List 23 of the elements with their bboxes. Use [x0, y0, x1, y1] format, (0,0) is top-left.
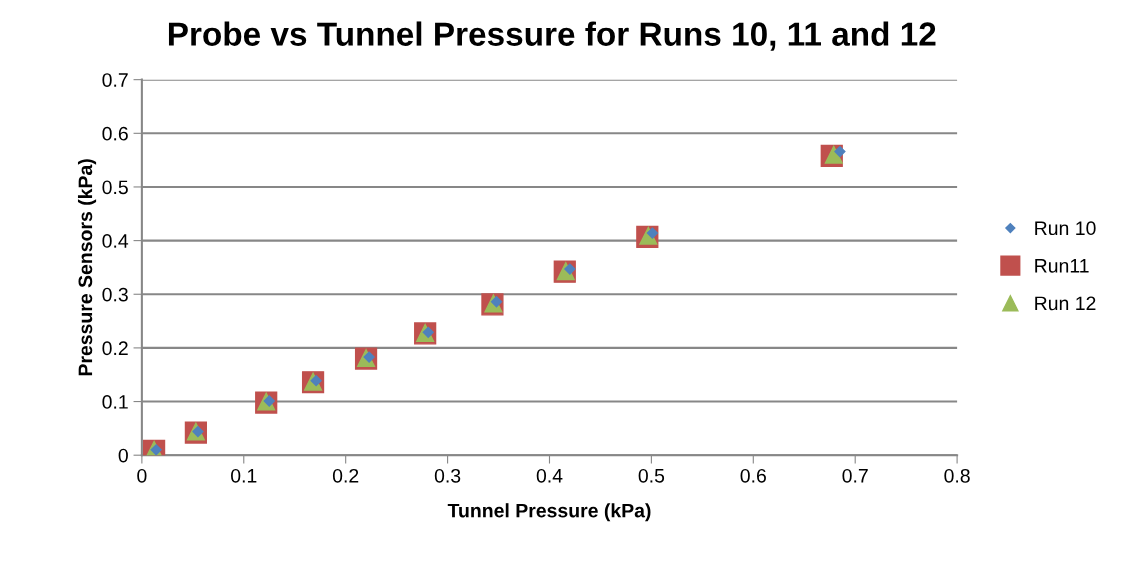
- y-tick-label: 0: [118, 448, 128, 463]
- chart-title: Probe vs Tunnel Pressure for Runs 10, 11 and 12: [168, 21, 936, 51]
- x-tick-label: 0.2: [332, 468, 359, 483]
- x-tick-label: 0.5: [638, 468, 665, 483]
- legend-label: Run 10: [1035, 221, 1096, 236]
- legend-label: Run 12: [1035, 296, 1096, 311]
- x-tick-label: 0.7: [842, 468, 868, 483]
- x-tick-label: 0.4: [536, 468, 563, 483]
- y-tick-label: 0.7: [102, 73, 128, 87]
- y-tick-label: 0.5: [102, 180, 128, 195]
- y-tick-label: 0.1: [102, 395, 128, 409]
- y-axis-title: Pressure Sensors (kPa): [77, 159, 97, 376]
- y-tick-label: 0.3: [102, 287, 128, 302]
- y-tick-label: 0.6: [102, 126, 128, 141]
- x-tick-label: 0.8: [944, 468, 970, 483]
- x-tick-label: 0.1: [231, 468, 257, 483]
- x-tick-label: 0.6: [740, 468, 766, 483]
- x-tick-label: 0: [137, 468, 147, 483]
- legend-label: Run11: [1035, 259, 1089, 273]
- x-tick-label: 0.3: [434, 468, 461, 483]
- y-tick-label: 0.2: [102, 341, 128, 356]
- y-tick-label: 0.4: [102, 234, 129, 248]
- x-axis-title: Tunnel Pressure (kPa): [447, 503, 651, 522]
